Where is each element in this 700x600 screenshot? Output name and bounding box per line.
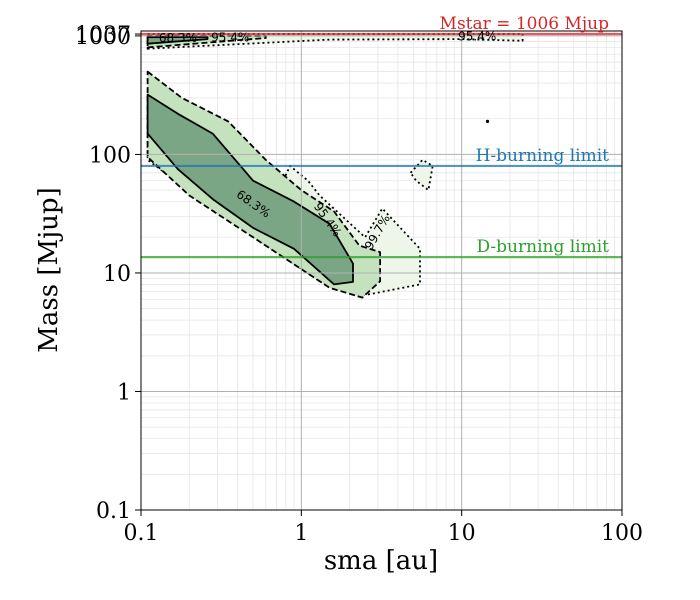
contour-regions [146,33,524,299]
major-grid [141,31,622,510]
point-marker [485,119,490,123]
x-tick-label: 10 [448,521,476,546]
point-markers [485,119,490,123]
x-tick-label: 100 [601,521,643,546]
y-axis-label: Mass [Mjup] [34,187,64,352]
y-tick-label: 1000 [75,25,131,50]
y-tick-label: 10 [103,262,131,287]
mstar-label: Mstar = 1006 Mjup [440,14,610,34]
reference-line-labels: Mstar = 1006 Mjup H-burning limit D-burnin… [440,14,610,257]
plot-frame [140,30,623,511]
contour-label: 68.3% [159,31,197,45]
d-burning-label: D-burning limit [476,237,609,257]
y-tick-label: 0.1 [96,499,131,524]
contour-label: 95.4% [458,29,496,43]
contour-label: 95.4% [211,31,249,45]
x-axis: 0.1 1 10 100 [124,510,643,546]
y-tick-label: 1 [117,380,131,405]
x-tick-label: 0.1 [124,521,159,546]
y-tick-label: 1037 [75,23,131,48]
reference-lines [141,32,622,259]
contour-region-99-7pct [409,158,434,192]
y-tick-label: 100 [89,143,131,168]
x-axis-label: sma [au] [324,546,438,576]
h-burning-label: H-burning limit [476,146,610,166]
contour-region-68-3pct [146,36,209,45]
x-tick-label: 1 [294,521,308,546]
